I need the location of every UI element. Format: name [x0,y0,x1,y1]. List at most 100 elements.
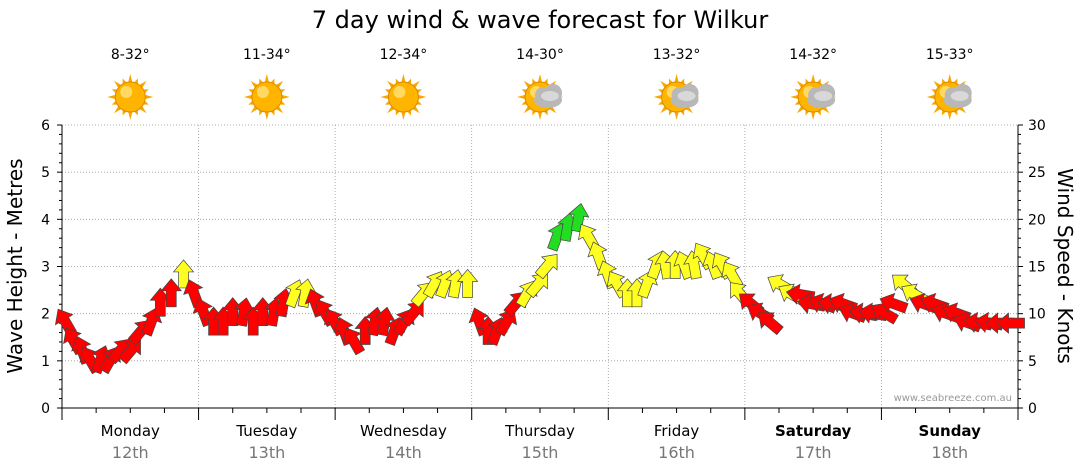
sun-ray [264,74,269,83]
day-date-label: 18th [931,443,968,462]
sun-ray [517,94,526,100]
sun-ray [401,111,406,120]
day-name-label: Saturday [775,422,852,440]
partly-cloudy-icon [790,74,837,120]
sun-ray [537,74,543,83]
wind-arrow [343,327,366,356]
y-left-tick-label: 0 [41,401,50,417]
day-date-label: 15th [522,443,559,462]
y-right-tick-label: 30 [1028,118,1046,134]
day-name-label: Monday [101,422,160,440]
sun-ray [947,111,952,120]
day-date-label: 17th [795,443,832,462]
wind-arrow [758,312,784,336]
y-left-tick-label: 2 [41,307,50,323]
cloud-highlight [677,91,696,101]
sun-ray [947,74,952,83]
day-name-label: Thursday [504,422,575,440]
sun-highlight [393,86,406,98]
wind-arrows [54,203,1025,375]
y-left-tick-label: 1 [41,354,50,370]
partly-cloudy-icon [653,74,700,120]
temperature-range: 15-33° [926,47,974,63]
partly-cloudy-icon [926,74,973,120]
wind-arrow [118,338,141,365]
temperature-range: 14-32° [789,47,837,63]
sun-ray [790,94,799,100]
sun-icon [243,74,290,120]
y-right-axis-title: Wind Speed - Knots [1053,168,1077,364]
sun-ray [537,111,543,120]
day-date-label: 12th [112,443,149,462]
sun-ray [811,111,816,120]
day-date-label: 16th [658,443,695,462]
wind-arrow [995,312,1025,334]
sun-ray [264,111,269,120]
sun-disc [387,81,419,113]
y-left-tick-label: 5 [41,165,50,181]
sun-ray [926,94,935,100]
wind-arrow [525,272,548,299]
daily-temperatures: 8-32° 11-34° 12-34° 14-30° 13-32° 14-32° 15-33… [111,47,974,63]
sun-ray [145,94,154,100]
sun-ray [811,74,816,83]
wind-arrow [374,306,396,337]
partly-cloudy-icon [517,74,563,120]
day-labels: Monday 12th Tuesday 13th Wednesday 14th Thursd… [101,422,981,462]
cloud-highlight [814,91,833,101]
temperature-range: 11-34° [243,47,291,63]
sun-highlight [256,86,269,98]
day-name-label: Tuesday [235,422,297,440]
sun-ray [674,111,679,120]
sun-ray [281,94,290,100]
sun-ray [128,111,133,120]
wind-arrow [534,253,558,280]
sun-icon [380,74,427,120]
wind-arrow [871,302,899,325]
wind-arrow [400,300,424,327]
wind-arrow [295,278,317,308]
y-right-tick-label: 20 [1028,212,1046,228]
wind-arrow [54,308,77,337]
y-right-tick-label: 10 [1028,307,1046,323]
cloud-highlight [950,91,969,101]
wind-arrow [721,261,744,290]
wind-arrow [160,278,183,308]
cloud-highlight [541,91,559,101]
day-name-label: Friday [654,422,700,440]
temperature-range: 13-32° [653,47,701,63]
daily-weather-icons [107,74,973,120]
y-right-tick-label: 15 [1028,260,1046,276]
day-date-label: 14th [385,443,422,462]
sun-ray [401,74,406,83]
y-left-tick-label: 3 [41,260,50,276]
temperature-range: 14-30° [516,47,564,63]
temperature-range: 8-32° [111,47,150,63]
wind-arrow [879,292,909,314]
sun-icon [107,74,154,120]
day-name-label: Wednesday [360,422,447,440]
y-right-tick-label: 5 [1028,354,1037,370]
sun-ray [653,94,662,100]
wind-arrow [149,287,172,317]
day-name-label: Sunday [919,422,982,440]
credit-text: www.seabreeze.com.au [894,393,1012,404]
sun-disc [114,81,146,113]
y-right-tick-label: 25 [1028,165,1046,181]
sun-ray [418,94,427,100]
y-left-tick-label: 4 [41,212,50,228]
wind-arrow [233,297,255,327]
sun-ray [243,94,253,100]
sun-ray [107,94,116,100]
sun-disc [251,81,283,113]
y-left-axis-title: Wave Height - Metres [3,158,27,373]
day-date-label: 13th [248,443,285,462]
axes: 0 1 2 3 4 5 6 0 5 10 15 20 25 30 [41,118,1046,420]
wind-arrow [456,268,479,298]
sun-highlight [120,86,133,98]
y-left-tick-label: 6 [41,118,50,134]
temperature-range: 12-34° [380,47,428,63]
sun-ray [380,94,389,100]
y-right-tick-label: 0 [1028,401,1037,417]
